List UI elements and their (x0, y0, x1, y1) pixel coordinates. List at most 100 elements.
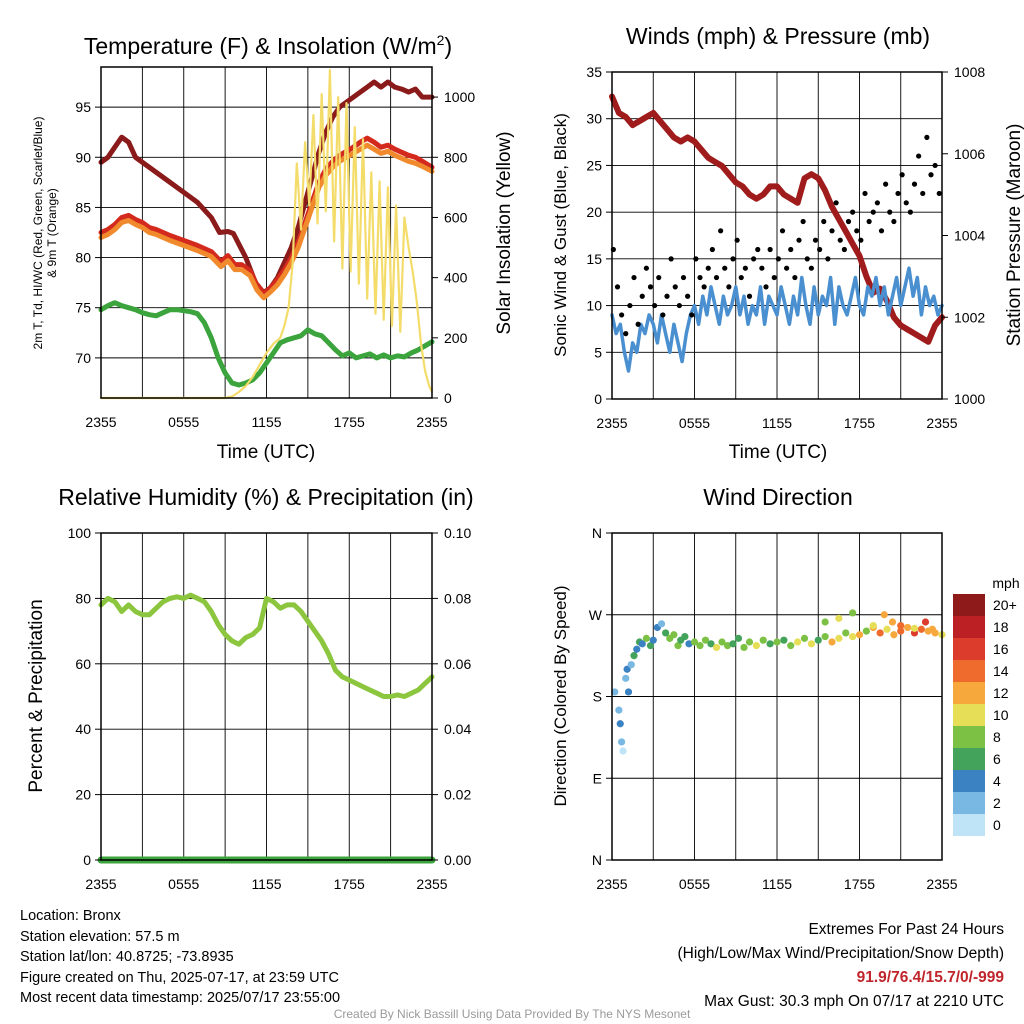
gust-point (887, 209, 893, 215)
extremes-subtitle: (High/Low/Max Wind/Precipitation/Snow De… (677, 945, 1005, 962)
gust-point (713, 274, 720, 281)
gust-point (631, 274, 637, 281)
gust-point (825, 256, 831, 262)
recent-data-text: Most recent data timestamp: 2025/07/17 2… (20, 990, 341, 1006)
gust-point (907, 209, 913, 215)
gust-point (870, 209, 876, 215)
legend-label: 8 (993, 729, 1001, 745)
direction-point (734, 634, 743, 642)
y-tick-label: 40 (75, 721, 91, 737)
y-right-tick-label: 800 (444, 149, 468, 165)
direction-point (869, 622, 877, 630)
y-right-tick-label: 0.02 (444, 787, 471, 803)
y-tick-label: S (593, 689, 602, 705)
direction-point (745, 638, 754, 646)
gust-point (693, 256, 699, 262)
gust-point (685, 293, 691, 299)
gust-point (911, 181, 918, 187)
x-tick-label: 2355 (596, 415, 627, 431)
direction-point (921, 618, 930, 626)
winds-pressure-chart: Winds (mph) & Pressure (mb) 0 5 10 15 20 25 30… (551, 23, 1024, 463)
direction-point (642, 634, 650, 642)
gust-point (771, 274, 777, 281)
x-tick-label: 0555 (168, 876, 199, 892)
legend-swatch (953, 638, 985, 660)
y-tick-label: E (593, 770, 602, 786)
y-tick-label: 20 (586, 204, 602, 220)
direction-point (917, 625, 925, 633)
direction-point (828, 638, 836, 646)
gust-point (874, 200, 880, 206)
gust-point (647, 284, 654, 290)
direction-point (685, 640, 693, 648)
y-right-tick-label: 0.08 (444, 590, 471, 606)
gust-point (627, 302, 633, 309)
gust-point (932, 162, 938, 169)
gust-point (751, 256, 757, 262)
y-tick-label: N (592, 852, 602, 868)
gust-point (730, 256, 736, 262)
winds-y-axis-label: Sonic Wind & Gust (Blue, Black) (551, 113, 570, 357)
gust-point (718, 228, 724, 234)
gust-point (660, 312, 666, 318)
gust-point (668, 256, 674, 262)
legend-swatch (953, 660, 985, 682)
direction-point (890, 631, 898, 639)
gust-point (664, 293, 670, 299)
direction-point (630, 652, 638, 660)
humidity-y-axis-label: Percent & Precipitation (26, 599, 47, 792)
gust-point (643, 265, 649, 271)
legend-label: 16 (993, 641, 1009, 657)
direction-point (849, 632, 857, 641)
gust-point (734, 237, 740, 243)
gust-point (916, 153, 922, 159)
direction-point (773, 638, 781, 646)
humidity-precipitation-chart: Relative Humidity (%) & Precipitation (i… (26, 484, 474, 892)
y-tick-label: 0 (594, 391, 602, 407)
y-tick-label: 5 (594, 344, 602, 360)
y-right-tick-label: 1004 (954, 228, 985, 244)
gust-point (891, 218, 897, 225)
y-tick-label: 90 (75, 149, 91, 165)
humidity-chart-title: Relative Humidity (%) & Precipitation (i… (58, 484, 473, 510)
gust-point (722, 265, 728, 271)
direction-point (766, 640, 774, 648)
y-right-tick-label: 0 (444, 390, 452, 406)
y-tick-label: 0 (83, 852, 91, 868)
temperature-series-line-0 (98, 79, 435, 296)
direction-point (646, 642, 655, 650)
gust-point (792, 274, 798, 281)
location-text: Location: Bronx (20, 908, 121, 924)
extremes-title: Extremes For Past 24 Hours (808, 921, 1004, 938)
y-tick-label: 10 (586, 298, 602, 314)
direction-point (910, 624, 919, 632)
y-right-tick-label: 0.10 (444, 525, 471, 541)
direction-point (842, 629, 850, 637)
legend-swatch (953, 616, 985, 638)
gust-point (833, 200, 839, 206)
insolation-y-axis-label: Solar Insolation (Yellow) (494, 131, 515, 334)
legend-label: 0 (993, 817, 1001, 833)
legend-swatch (953, 770, 985, 792)
direction-point (794, 638, 802, 646)
wind-series-line-1 (610, 266, 944, 373)
gust-point (841, 246, 847, 253)
extremes-info: Extremes For Past 24 Hours (High/Low/Max… (678, 918, 1005, 1014)
direction-point (638, 640, 646, 648)
wind-direction-chart-title: Wind Direction (703, 484, 853, 510)
direction-point (611, 688, 619, 696)
direction-point (821, 618, 829, 626)
credit-text: Created By Nick Bassill Using Data Provi… (333, 1007, 691, 1021)
y-tick-label: 30 (586, 111, 602, 127)
legend-swatch (953, 682, 985, 704)
gust-point (924, 134, 930, 140)
y-tick-label: 70 (75, 350, 91, 366)
winds-chart-title: Winds (mph) & Pressure (mb) (626, 23, 930, 49)
direction-point (670, 631, 678, 639)
legend-label: 4 (993, 773, 1001, 789)
direction-point (723, 642, 732, 650)
gust-point (738, 274, 744, 281)
y-right-tick-label: 1002 (954, 309, 985, 325)
x-tick-label: 2355 (596, 876, 627, 892)
x-tick-label: 1755 (334, 414, 365, 430)
